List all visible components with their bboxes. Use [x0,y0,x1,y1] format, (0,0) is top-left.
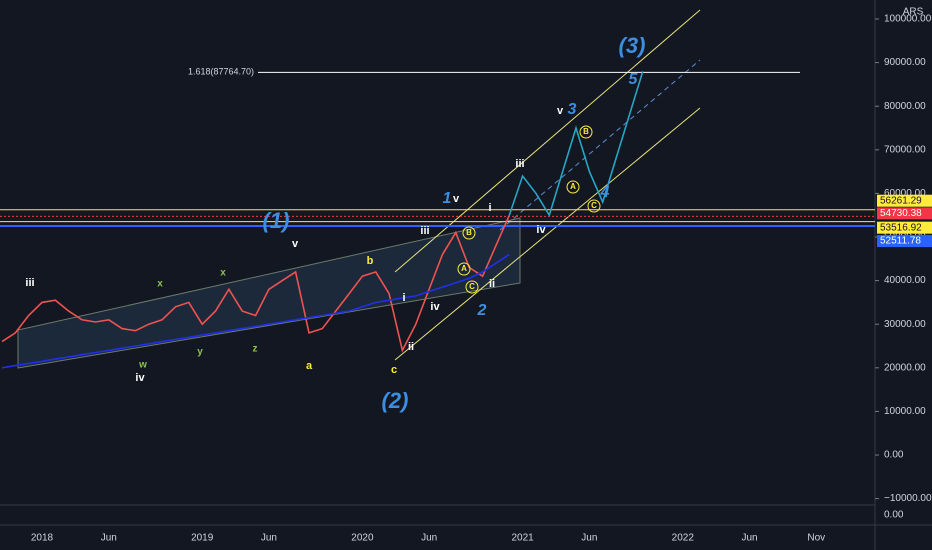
x-tick-label: 2020 [351,533,374,544]
wave-label: (2) [382,388,409,413]
channel-mid [499,59,701,231]
x-tick-label: 2018 [31,533,54,544]
x-tick-label: Nov [807,533,825,544]
wave-circle [462,226,476,240]
wave-label: c [391,364,397,376]
wave-label: w [138,360,147,371]
price-tag [877,235,932,248]
wave-label: x [157,279,163,290]
wave-circle [579,125,593,139]
price-tag [877,194,932,207]
x-tick-label: Jun [261,533,277,544]
x-tick-label: 2022 [672,533,695,544]
wave-label: A [461,264,467,273]
wave-label: iii [420,225,429,237]
x-tick-label: Jun [581,533,597,544]
channel-upper-top [394,9,701,273]
wave-label: 2 [477,302,487,319]
y-tick-label: −10000.00 [884,493,932,504]
price-tag-label: 53516.92 [880,222,922,233]
wave-label: iv [536,224,546,236]
y-tick-label: 70000.00 [884,144,926,155]
lower-pane-tick: 0.00 [884,510,904,521]
channel-upper-bottom [394,107,701,361]
wave-circle [566,180,580,194]
price-tag [877,221,932,234]
y-tick-label: 30000.00 [884,319,926,330]
wave-label: B [583,127,589,136]
wave-circle [457,262,471,276]
x-tick-label: Jun [421,533,437,544]
wave-label: (1) [263,208,290,233]
price-tag-label: 56261.29 [880,195,922,206]
y-tick-label: 100000.00 [884,14,932,25]
wave-label: 1 [443,190,452,207]
y-tick-label: 10000.00 [884,406,926,417]
y-tick-label: 20000.00 [884,362,926,373]
wave-label: ii [408,341,414,353]
series-line [1,253,510,369]
price-tag-label: 54730.38 [880,208,922,219]
wave-label: a [306,360,313,372]
wave-label: (3) [619,33,646,58]
wave-label: y [197,347,203,358]
wave-label: C [469,282,475,291]
wave-label: i [488,202,491,214]
wave-label: C [591,201,597,210]
series-line [1,214,511,353]
wave-label: 4 [600,184,610,201]
wave-label: x [220,268,226,279]
wave-label: 3 [568,101,577,118]
wave-circle [587,199,601,213]
y-tick-label: 40000.00 [884,275,926,286]
series-line [508,71,644,218]
wave-label: A [570,182,576,191]
y-tick-label: 90000.00 [884,57,926,68]
wave-circle [465,280,479,294]
wave-label: B [466,228,472,237]
channel-lower [17,217,521,369]
wave-label: iii [25,277,34,289]
price-tag [877,207,932,220]
wave-label: z [253,344,258,355]
wave-label: iv [430,301,440,313]
wave-label: b [367,255,374,267]
y-tick-label: 80000.00 [884,101,926,112]
y-tick-label: 60000.00 [884,188,926,199]
wave-label: ii [489,278,495,290]
fib-label: 1.618(87764.70) [188,67,254,77]
x-tick-label: 2021 [511,533,534,544]
x-tick-label: 2019 [191,533,214,544]
wave-label: iii [515,158,524,170]
wave-label: 5 [629,71,639,88]
wave-label: v [453,193,460,205]
wave-label: i [402,292,405,304]
wave-label: v [557,105,564,117]
price-tag-label: 52511.78 [880,236,921,247]
currency: ARS [903,7,924,18]
x-tick-label: Jun [741,533,757,544]
x-tick-label: Jun [101,533,117,544]
y-tick-label: 0.00 [884,450,904,461]
wave-label: iv [135,372,145,384]
wave-label: v [292,238,299,250]
